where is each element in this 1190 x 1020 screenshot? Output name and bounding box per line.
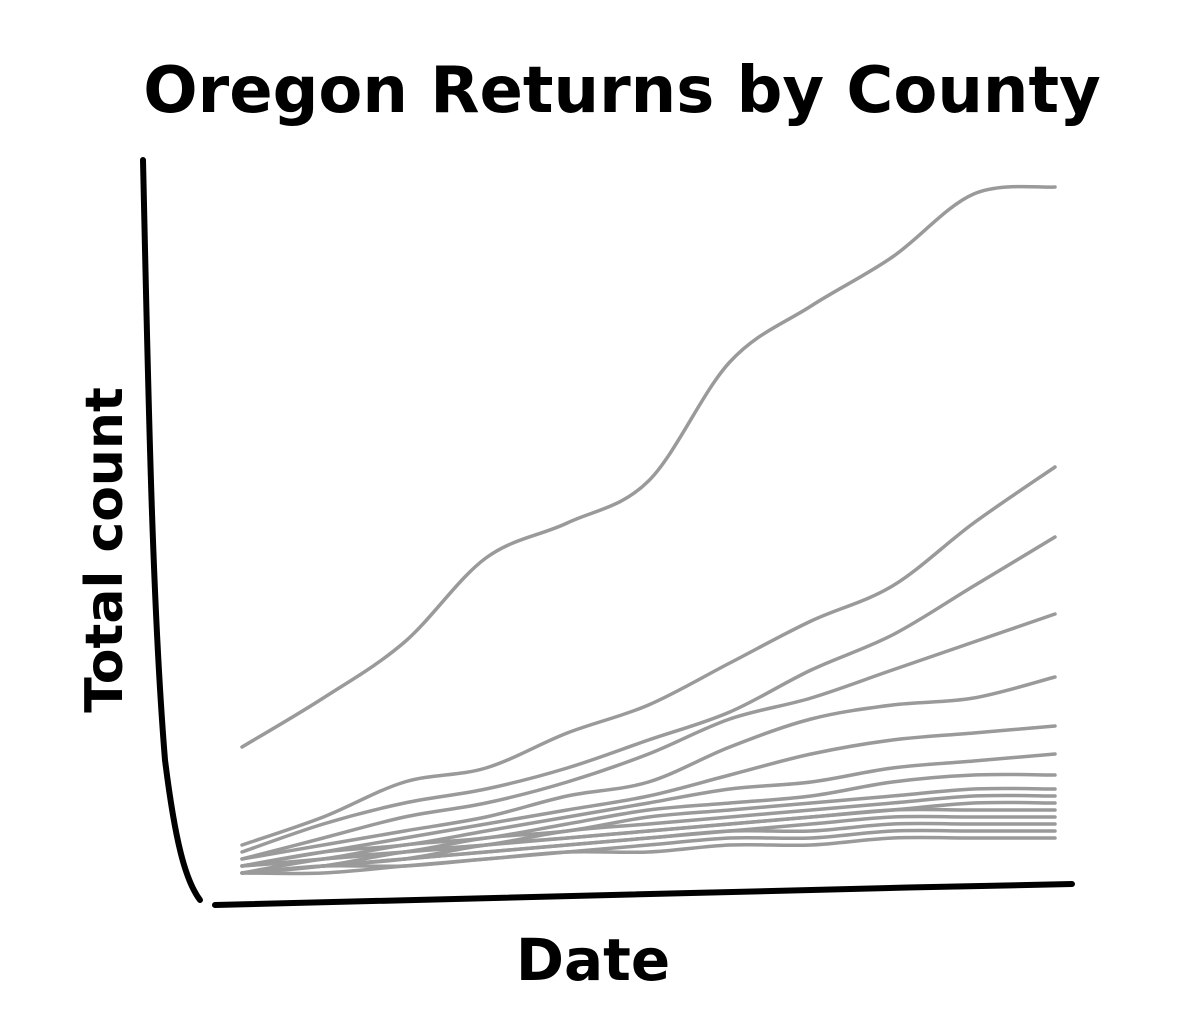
x-axis-label: Date [516, 926, 670, 994]
series-line-6 [240, 724, 1057, 868]
series-line-16 [240, 835, 1057, 876]
series-line-14 [240, 821, 1057, 875]
series-group [240, 184, 1057, 876]
series-line-10 [240, 793, 1057, 875]
series-line-8 [240, 772, 1057, 868]
y-axis [140, 157, 203, 903]
y-axis-label: Total count [75, 387, 135, 713]
series-line-15 [240, 828, 1057, 875]
x-axis [212, 881, 1075, 908]
series-line-4 [240, 612, 1057, 861]
chart-title: Oregon Returns by County [143, 54, 1101, 128]
series-line-5 [240, 675, 1057, 861]
series-line-3 [240, 535, 1057, 854]
series-line-2 [240, 465, 1057, 847]
series-line-1 [240, 184, 1057, 749]
